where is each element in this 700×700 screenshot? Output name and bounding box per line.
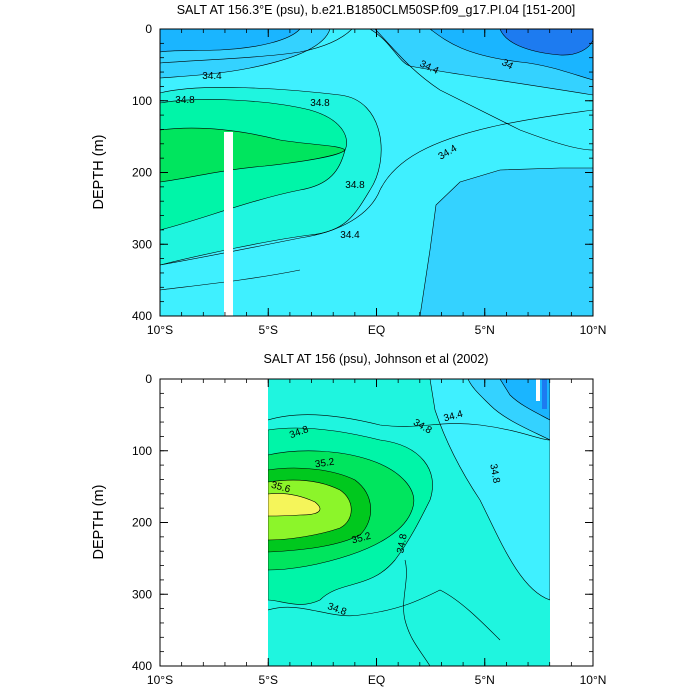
y-tick-label: 100	[132, 444, 152, 458]
axes: 10°S 5°S EQ 5°N 10°N 0 100 200 300 400	[132, 372, 606, 687]
panel-model: SALT AT 156.3°E (psu), b.e21.B1850CLM50S…	[91, 3, 606, 337]
contour-level-region	[160, 29, 301, 53]
contour-line	[403, 559, 431, 666]
panel-title: SALT AT 156 (psu), Johnson et al (2002)	[264, 352, 489, 366]
contour-label: 34.8	[487, 463, 501, 485]
contour-label: 34	[500, 57, 515, 72]
x-tick-label: 5°N	[475, 673, 495, 687]
contour-fill	[268, 379, 550, 666]
axes: 10°S 5°S EQ 5°N 10°N 0 100 200 300 400	[132, 22, 606, 337]
y-tick-label: 100	[132, 94, 152, 108]
x-tick-label: EQ	[368, 673, 385, 687]
missing-data-column	[536, 379, 540, 401]
contour-label: 34.8	[395, 533, 409, 555]
contour-label: 35.2	[351, 531, 373, 547]
y-tick-label: 0	[145, 372, 152, 386]
contour-level-region	[419, 167, 593, 316]
contour-label: 34.8	[175, 95, 195, 106]
contour-label: 34.4	[202, 71, 222, 82]
y-tick-label: 300	[132, 237, 152, 251]
contour-line	[160, 29, 353, 64]
contour-label: 34.8	[310, 98, 330, 109]
contour-line	[268, 414, 550, 441]
y-tick-label: 200	[132, 516, 152, 530]
contour-level-region	[499, 29, 593, 56]
contour-label: 35.2	[314, 457, 335, 471]
x-tick-label: 5°N	[475, 323, 495, 337]
y-axis-label: DEPTH (m)	[91, 485, 107, 560]
contour-level-region	[160, 127, 346, 183]
contour-label: 34.4	[340, 230, 360, 241]
panel-observed: SALT AT 156 (psu), Johnson et al (2002) …	[91, 352, 606, 687]
x-tick-label: 10°S	[147, 673, 173, 687]
y-axis-label: DEPTH (m)	[91, 135, 107, 210]
contour-line	[160, 109, 593, 266]
y-tick-label: 300	[132, 587, 152, 601]
x-tick-label: 10°N	[580, 323, 607, 337]
x-tick-label: 5°S	[259, 323, 278, 337]
contour-label: 35.6	[270, 480, 292, 496]
contour-level-region	[429, 379, 550, 601]
y-tick-label: 0	[145, 22, 152, 36]
panel-title: SALT AT 156.3°E (psu), b.e21.B1850CLM50S…	[177, 3, 576, 17]
y-tick-label: 400	[132, 309, 152, 323]
missing-data-column	[224, 132, 233, 316]
x-tick-label: 10°N	[580, 673, 607, 687]
contour-level-region	[542, 379, 547, 409]
y-tick-label: 400	[132, 659, 152, 673]
x-tick-label: 10°S	[147, 323, 173, 337]
x-tick-label: 5°S	[259, 673, 278, 687]
contour-level-region	[268, 493, 321, 517]
contour-label: 34.4	[443, 409, 465, 425]
y-tick-label: 200	[132, 166, 152, 180]
contour-fill	[160, 29, 593, 316]
x-tick-label: EQ	[368, 323, 385, 337]
contour-label: 34.8	[345, 180, 365, 191]
contour-line	[374, 29, 593, 151]
